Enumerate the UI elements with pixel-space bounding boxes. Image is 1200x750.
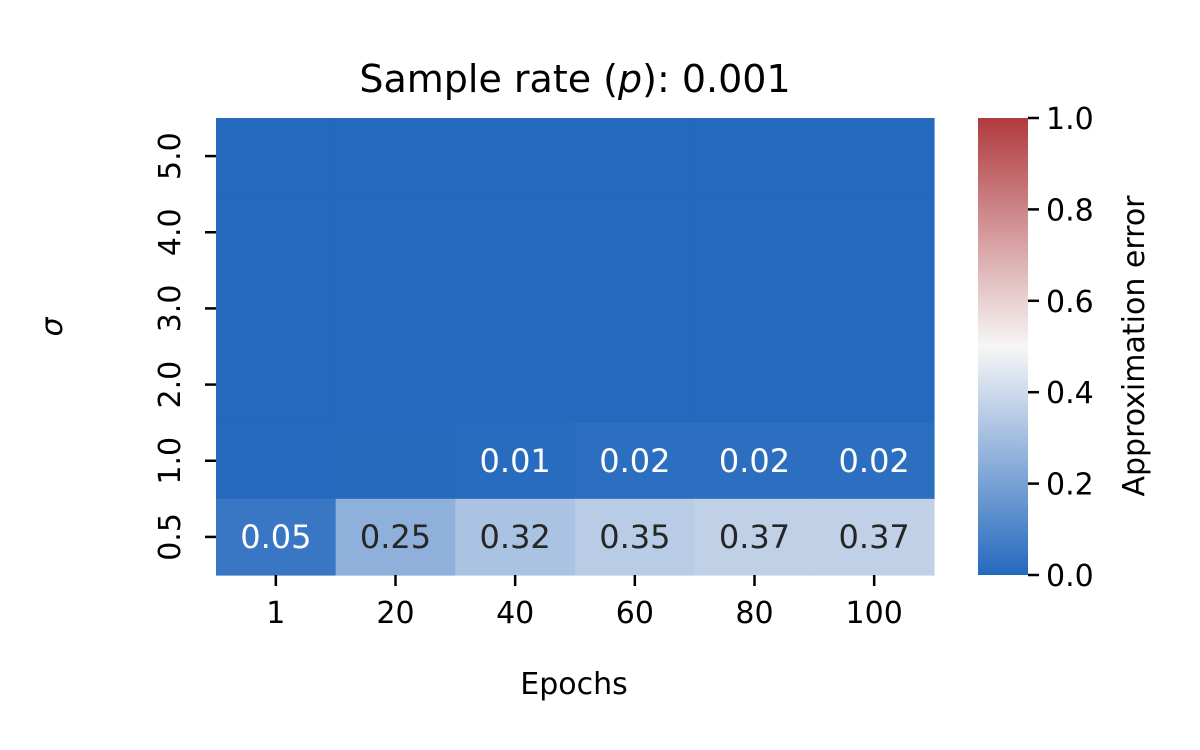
x-axis-label: Epochs (520, 667, 628, 702)
y-axis-label: σ (35, 317, 70, 337)
cell-annotation: 0.25 (360, 518, 431, 556)
heatmap-cell (216, 346, 337, 424)
x-tick-label: 100 (846, 596, 903, 631)
colorbar-tick-label: 0.2 (1046, 468, 1094, 503)
heatmap-cell (575, 346, 696, 424)
heatmap-cell (335, 498, 456, 576)
cell-annotation: 0.05 (240, 518, 311, 556)
cell-annotation: 0.37 (719, 518, 790, 556)
heatmap-cell (814, 118, 935, 195)
heatmap-cell (455, 346, 576, 424)
heatmap-cell (335, 346, 456, 424)
y-tick-label: 5.0 (153, 132, 188, 180)
x-tick-label: 40 (496, 596, 534, 631)
cell-annotation: 0.02 (599, 442, 670, 480)
colorbar (978, 118, 1028, 575)
colorbar-tick-label: 0.6 (1046, 285, 1094, 320)
heatmap-cell (575, 194, 696, 271)
heatmap-cells (216, 118, 935, 576)
x-axis: 1 20 40 60 80 100 (266, 575, 903, 631)
y-tick-label: 3.0 (153, 285, 188, 333)
heatmap-cell (335, 194, 456, 271)
heatmap-cell (694, 422, 815, 500)
y-tick-label: 4.0 (153, 208, 188, 256)
colorbar-label: Approximation error (1117, 195, 1152, 497)
x-tick-label: 80 (735, 596, 773, 631)
heatmap-cell (814, 346, 935, 424)
heatmap-cell (216, 498, 337, 576)
heatmap-cell (575, 270, 696, 348)
heatmap-cell (814, 498, 935, 576)
chart-title: Sample rate (p): 0.001 (359, 57, 790, 101)
colorbar-axis: 0.0 0.2 0.4 0.6 0.8 1.0 (1028, 102, 1094, 594)
cell-annotation: 0.32 (480, 518, 551, 556)
y-tick-label: 0.5 (153, 513, 188, 561)
heatmap-cell (216, 194, 337, 271)
cell-annotation: 0.35 (599, 518, 670, 556)
heatmap-cell (694, 498, 815, 576)
heatmap-cell (455, 118, 576, 195)
heatmap-cell (216, 118, 337, 195)
heatmap-cell (694, 346, 815, 424)
heatmap-cell (694, 270, 815, 348)
heatmap-cell (814, 194, 935, 271)
heatmap-annotations: 0.01 0.02 0.02 0.02 0.05 0.25 0.32 0.35 0.37 0.37 (240, 442, 910, 556)
heatmap-cell (575, 422, 696, 500)
colorbar-tick-label: 0.0 (1046, 559, 1094, 594)
x-tick-label: 60 (616, 596, 654, 631)
heatmap-cell (335, 422, 456, 500)
heatmap-cell (575, 118, 696, 195)
y-tick-label: 1.0 (153, 437, 188, 485)
colorbar-tick-label: 1.0 (1046, 102, 1094, 137)
x-tick-label: 1 (266, 596, 285, 631)
x-tick-label: 20 (376, 596, 414, 631)
heatmap-cell (455, 422, 576, 500)
heatmap-cell (694, 194, 815, 271)
heatmap-cell (455, 270, 576, 348)
heatmap-cell (455, 498, 576, 576)
heatmap-cell (814, 422, 935, 500)
cell-annotation: 0.02 (719, 442, 790, 480)
heatmap-cell (216, 422, 337, 500)
y-tick-label: 2.0 (153, 361, 188, 409)
cell-annotation: 0.02 (839, 442, 910, 480)
heatmap-cell (814, 270, 935, 348)
cell-annotation: 0.01 (480, 442, 551, 480)
heatmap-cell (335, 118, 456, 195)
heatmap-cell (216, 270, 337, 348)
colorbar-tick-label: 0.8 (1046, 193, 1094, 228)
cell-annotation: 0.37 (839, 518, 910, 556)
heatmap-cell (694, 118, 815, 195)
colorbar-tick-label: 0.4 (1046, 376, 1094, 411)
heatmap-cell (455, 194, 576, 271)
y-axis: 5.0 4.0 3.0 2.0 1.0 0.5 (153, 132, 216, 561)
heatmap-cell (575, 498, 696, 576)
heatmap-cell (335, 270, 456, 348)
